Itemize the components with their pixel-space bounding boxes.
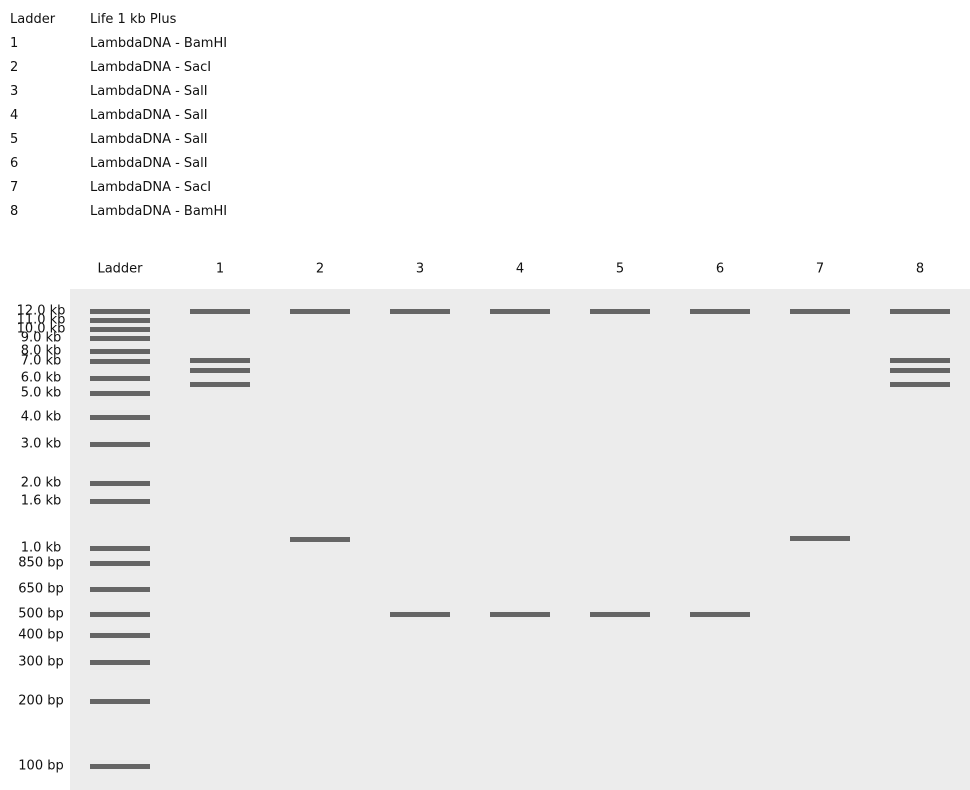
- gel-band: [690, 611, 750, 617]
- lane-label-6: 6: [715, 261, 725, 277]
- legend-sample-name: LambdaDNA - SalI: [90, 84, 208, 99]
- ladder-size-label: 4.0 kb: [20, 409, 62, 425]
- gel-band: [90, 317, 150, 323]
- gel-band: [390, 308, 450, 314]
- gel-band: [90, 632, 150, 638]
- legend-sample-name: LambdaDNA - SacI: [90, 180, 212, 195]
- gel-band: [90, 414, 150, 420]
- gel-band: [90, 326, 150, 332]
- gel-band: [90, 611, 150, 617]
- gel-band: [90, 348, 150, 354]
- ladder-size-label: 6.0 kb: [20, 370, 62, 386]
- lane-label-2: 2: [315, 261, 325, 277]
- legend-sample-name: LambdaDNA - BamHI: [90, 36, 228, 51]
- gel-band: [690, 308, 750, 314]
- lane-label-4: 4: [515, 261, 525, 277]
- ladder-size-label: 1.6 kb: [20, 493, 62, 509]
- lane-label-7: 7: [815, 261, 825, 277]
- legend-lane-label: 1: [10, 36, 19, 51]
- ladder-size-label: 500 bp: [18, 606, 64, 622]
- ladder-size-label: 2.0 kb: [20, 475, 62, 491]
- gel-band: [890, 357, 950, 363]
- ladder-size-label: 7.0 kb: [20, 353, 62, 369]
- legend-lane-label: 5: [10, 132, 19, 147]
- lane-label-8: 8: [915, 261, 925, 277]
- gel-band: [90, 441, 150, 447]
- gel-band: [90, 358, 150, 364]
- ladder-size-label: 11.0 kb: [16, 312, 66, 328]
- legend-lane-label: 7: [10, 180, 19, 195]
- gel-band: [790, 308, 850, 314]
- ladder-size-label: 12.0 kb: [16, 303, 66, 319]
- gel-band: [290, 308, 350, 314]
- legend-lane-label: 4: [10, 108, 19, 123]
- ladder-size-label: 100 bp: [18, 758, 64, 774]
- gel-band: [90, 308, 150, 314]
- lane-label-3: 3: [415, 261, 425, 277]
- ladder-size-label: 300 bp: [18, 654, 64, 670]
- gel-band: [590, 611, 650, 617]
- ladder-size-label: 8.0 kb: [20, 343, 62, 359]
- lane-label-1: 1: [215, 261, 225, 277]
- ladder-size-label: 850 bp: [18, 555, 64, 571]
- gel-band: [90, 480, 150, 486]
- legend-sample-name: LambdaDNA - SalI: [90, 132, 208, 147]
- gel-band: [90, 375, 150, 381]
- gel-band: [490, 308, 550, 314]
- ladder-size-label: 200 bp: [18, 693, 64, 709]
- legend-sample-name: LambdaDNA - BamHI: [90, 204, 228, 219]
- legend-sample-name: LambdaDNA - SalI: [90, 156, 208, 171]
- lane-label-5: 5: [615, 261, 625, 277]
- legend-lane-label: 6: [10, 156, 19, 171]
- gel-band: [190, 381, 250, 387]
- gel-band: [890, 381, 950, 387]
- gel-band: [90, 763, 150, 769]
- lane-label-ladder: Ladder: [97, 261, 143, 277]
- ladder-size-label: 5.0 kb: [20, 385, 62, 401]
- gel-band: [90, 586, 150, 592]
- legend-lane-label: 3: [10, 84, 19, 99]
- gel-band: [90, 560, 150, 566]
- gel-band: [90, 498, 150, 504]
- legend-sample-name: LambdaDNA - SalI: [90, 108, 208, 123]
- ladder-size-label: 400 bp: [18, 627, 64, 643]
- legend-sample-name: Life 1 kb Plus: [90, 12, 177, 27]
- ladder-size-label: 10.0 kb: [16, 321, 66, 337]
- legend-lane-label: Ladder: [10, 12, 56, 27]
- gel-band: [190, 367, 250, 373]
- gel-band: [190, 308, 250, 314]
- gel-band: [90, 390, 150, 396]
- gel-band: [90, 545, 150, 551]
- gel-band: [890, 367, 950, 373]
- ladder-size-label: 3.0 kb: [20, 436, 62, 452]
- ladder-size-label: 9.0 kb: [20, 330, 62, 346]
- gel-band: [290, 536, 350, 542]
- gel-band: [90, 659, 150, 665]
- gel-band: [190, 357, 250, 363]
- gel-band: [490, 611, 550, 617]
- legend-lane-label: 8: [10, 204, 19, 219]
- gel-band: [390, 611, 450, 617]
- legend-lane-label: 2: [10, 60, 19, 75]
- gel-band: [890, 308, 950, 314]
- gel-band: [590, 308, 650, 314]
- legend-sample-name: LambdaDNA - SacI: [90, 60, 212, 75]
- gel-band: [90, 698, 150, 704]
- ladder-size-label: 1.0 kb: [20, 540, 62, 556]
- gel-band: [790, 535, 850, 541]
- ladder-size-label: 650 bp: [18, 581, 64, 597]
- gel-band: [90, 335, 150, 341]
